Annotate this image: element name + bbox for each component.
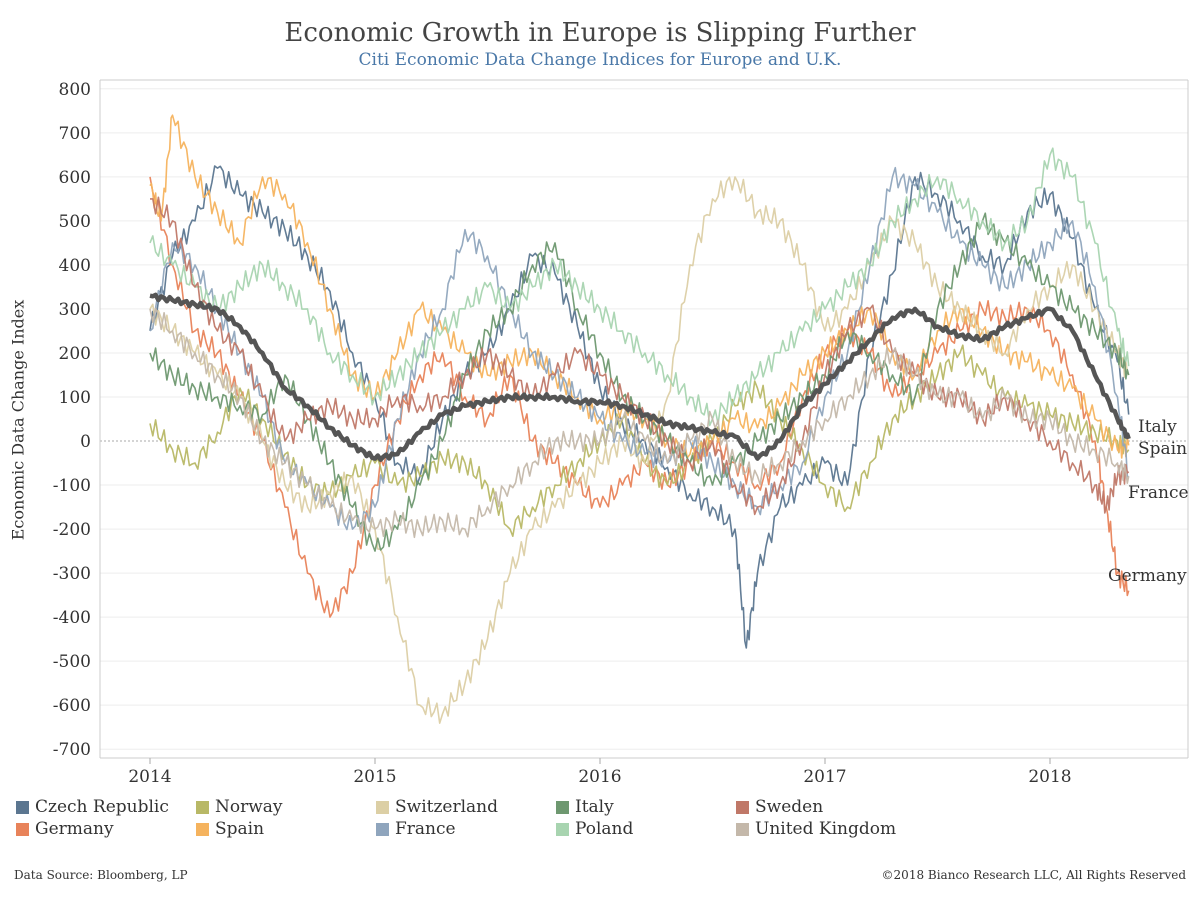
y-tick-label: 300 <box>59 300 91 320</box>
legend-swatch <box>16 800 29 814</box>
legend-label: Norway <box>215 797 283 817</box>
x-tick-label: 2017 <box>803 767 846 787</box>
legend-item-sweden: Sweden <box>736 796 823 818</box>
y-tick-label: -700 <box>53 740 91 760</box>
legend-swatch <box>556 822 569 836</box>
legend-item-spain: Spain <box>196 818 264 840</box>
end-label-france: France <box>1128 483 1189 503</box>
data-source: Data Source: Bloomberg, LP <box>14 868 188 882</box>
series-line-poland <box>149 147 1130 427</box>
legend-label: Spain <box>215 819 265 839</box>
end-label-germany: Germany <box>1108 566 1187 586</box>
y-tick-label: -200 <box>53 520 91 540</box>
y-tick-label: -500 <box>53 652 91 672</box>
legend-label: Switzerland <box>395 797 499 817</box>
end-label-italy: Italy <box>1138 417 1177 437</box>
series-lines <box>149 114 1131 724</box>
legend-label: Germany <box>35 819 114 839</box>
legend-item-poland: Poland <box>556 818 633 840</box>
y-tick-label: -100 <box>53 476 91 496</box>
y-tick-label: -600 <box>53 696 91 716</box>
legend-label: Czech Republic <box>35 797 169 817</box>
legend-swatch <box>556 800 569 814</box>
y-tick-label: 700 <box>59 124 91 144</box>
x-tick-label: 2014 <box>128 767 171 787</box>
legend-item-france: France <box>376 818 456 840</box>
series-line-sweden <box>150 196 1130 516</box>
y-tick-label: 400 <box>59 256 91 276</box>
y-tick-label: 500 <box>59 212 91 232</box>
end-label-spain: Spain <box>1138 439 1187 459</box>
series-line-france <box>149 166 1130 533</box>
series-line-composite <box>149 292 1131 462</box>
legend-item-italy: Italy <box>556 796 614 818</box>
legend-label: Italy <box>575 797 614 817</box>
legend-label: France <box>395 819 456 839</box>
legend-swatch <box>196 822 209 836</box>
y-tick-label: 100 <box>59 388 91 408</box>
grid <box>100 88 1188 750</box>
y-tick-label: 0 <box>80 432 91 452</box>
axes: 800 700 600 500 400 300 200 100 0 -100 -200 -300 -40… <box>53 79 1189 787</box>
legend-swatch <box>376 800 389 814</box>
y-tick-label: 800 <box>59 80 91 100</box>
series-line-switzerland <box>149 176 1130 724</box>
legend-item-norway: Norway <box>196 796 283 818</box>
chart-subtitle: Citi Economic Data Change Indices for Eu… <box>358 50 842 70</box>
legend-swatch <box>376 822 389 836</box>
legend-label: Sweden <box>755 797 824 817</box>
series-line-united-kingdom <box>149 307 1130 539</box>
legend-swatch <box>736 800 749 814</box>
legend-item-czech-republic: Czech Republic <box>16 796 169 818</box>
y-tick-label: -300 <box>53 564 91 584</box>
legend-item-switzerland: Switzerland <box>376 796 498 818</box>
legend-item-united-kingdom: United Kingdom <box>736 818 896 840</box>
legend: Czech Republic Germany Norway Spain Switzerl… <box>16 796 1016 844</box>
copyright: ©2018 Bianco Research LLC, All Rights Re… <box>881 868 1186 882</box>
y-tick-label: 600 <box>59 168 91 188</box>
y-axis-title: Economic Data Change Index <box>8 299 28 541</box>
legend-swatch <box>196 800 209 814</box>
legend-item-germany: Germany <box>16 818 114 840</box>
y-tick-label: -400 <box>53 608 91 628</box>
x-tick-label: 2015 <box>353 767 396 787</box>
legend-swatch <box>736 822 749 836</box>
x-tick-label: 2016 <box>578 767 621 787</box>
legend-swatch <box>16 822 29 836</box>
x-tick-label: 2018 <box>1028 767 1071 787</box>
legend-label: Poland <box>575 819 634 839</box>
y-tick-label: 200 <box>59 344 91 364</box>
legend-label: United Kingdom <box>755 819 897 839</box>
chart-title: Economic Growth in Europe is Slipping Fu… <box>284 18 916 48</box>
